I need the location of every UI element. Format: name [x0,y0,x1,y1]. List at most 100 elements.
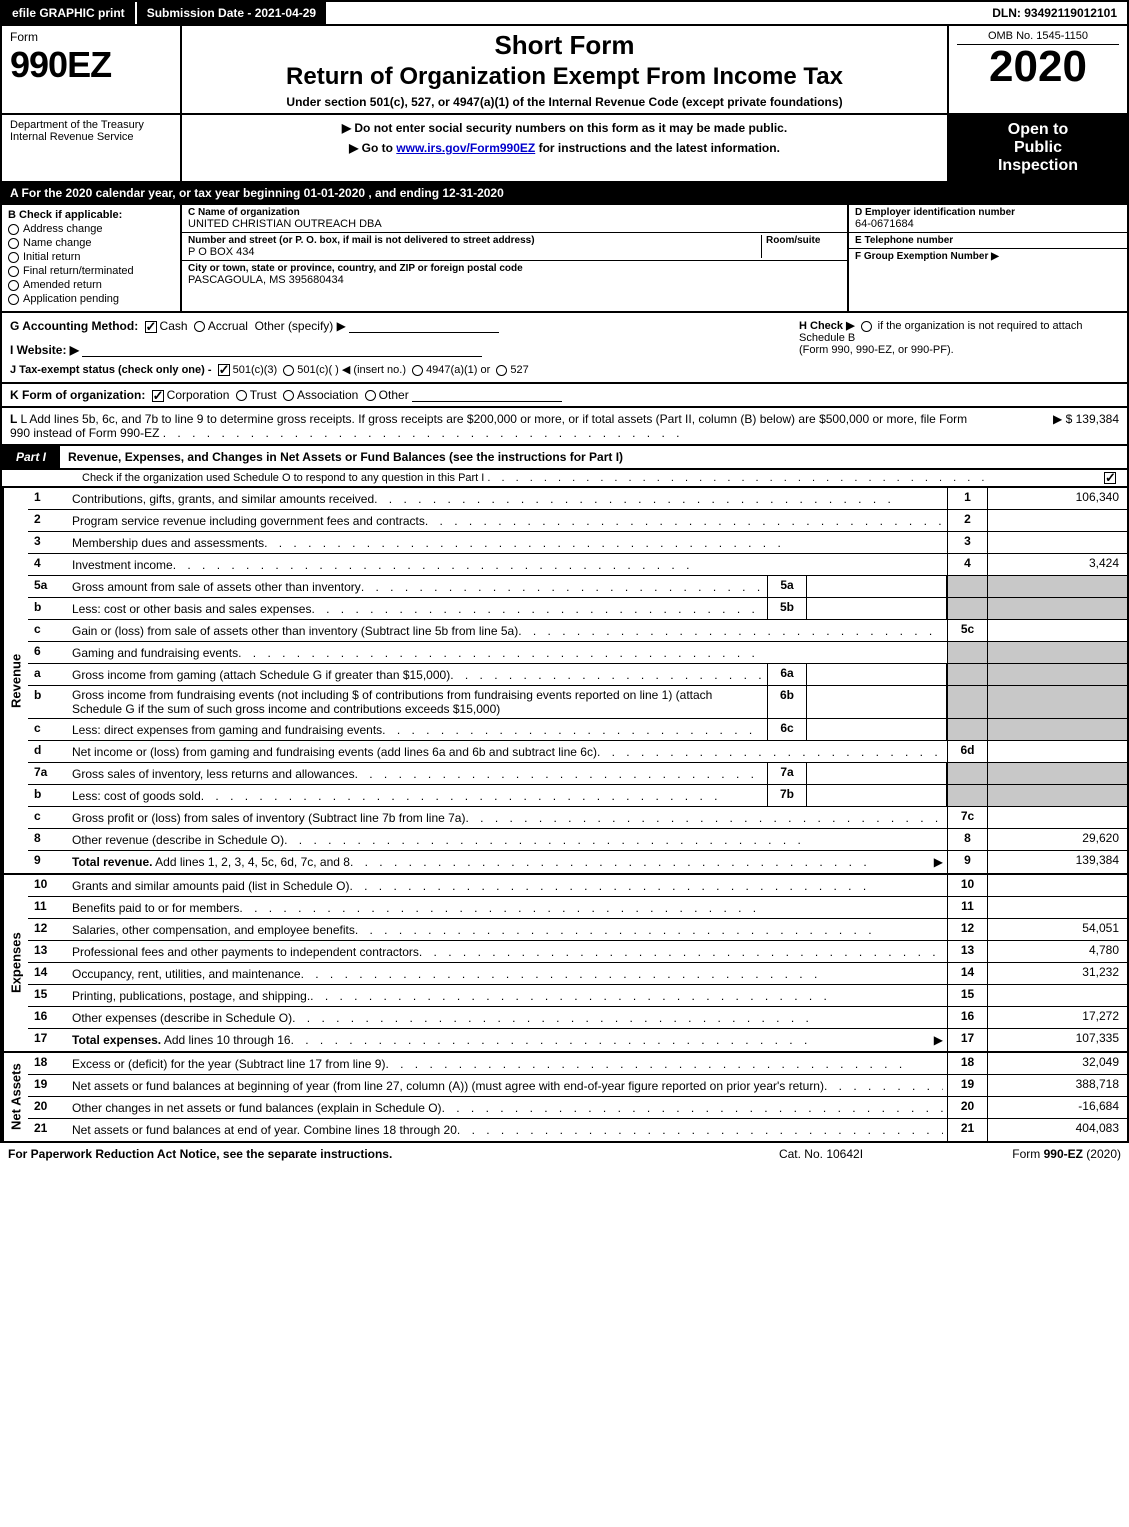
form-header: Form 990EZ Short Form Return of Organiza… [0,26,1129,115]
accounting-row: G Accounting Method: Cash Accrual Other … [0,313,1129,384]
form-line-a: aGross income from gaming (attach Schedu… [28,664,1127,686]
dots: . . . . . . . . . . . . . . . . . . . . … [355,923,943,937]
result-val: 4,780 [987,941,1127,962]
form-line-17: 17Total expenses. Add lines 10 through 1… [28,1029,1127,1051]
chk-address-change[interactable] [8,224,19,235]
line-num: 12 [28,919,68,940]
tax-period: A For the 2020 calendar year, or tax yea… [0,183,1129,205]
result-val: 31,232 [987,963,1127,984]
efile-print-button[interactable]: efile GRAPHIC print [2,2,137,24]
other-specify-input[interactable] [349,319,499,333]
chk-cash[interactable] [145,321,157,333]
chk-initial-return[interactable] [8,252,19,263]
chk-other[interactable] [365,390,376,401]
chk-527[interactable] [496,365,507,376]
h-text-3: (Form 990, 990-EZ, or 990-PF). [799,344,954,356]
sub-line-num: 7a [767,763,807,784]
chk-schedule-o[interactable] [1104,472,1116,484]
line-desc: Other revenue (describe in Schedule O). … [68,829,947,850]
irs-link[interactable]: www.irs.gov/Form990EZ [396,141,535,155]
line-desc: Net assets or fund balances at beginning… [68,1075,947,1096]
sub-line-val [807,785,947,806]
group-exempt-label: F Group Exemption Number ▶ [855,251,1121,262]
dots: . . . . . . . . . . . . . . . . . . . . … [173,558,943,572]
line-num: 14 [28,963,68,984]
line-num: 11 [28,897,68,918]
dots: . . . . . . . . . . . . . . . . . . . . … [239,901,943,915]
dept-line-2: Internal Revenue Service [10,131,172,143]
chk-accrual[interactable] [194,321,205,332]
part-1-tab: Part I [2,446,60,468]
dots: . . . . . . . . . . . . . . . . . . . . … [385,1057,943,1071]
form-number-box: Form 990EZ [2,26,182,113]
line-desc: Program service revenue including govern… [68,510,947,531]
line-desc: Gaming and fundraising events. . . . . .… [68,642,947,663]
chk-name-change[interactable] [8,238,19,249]
form-subtitle: Under section 501(c), 527, or 4947(a)(1)… [190,95,939,109]
chk-corporation[interactable] [152,390,164,402]
cash-label: Cash [160,319,188,333]
form-line-2: 2Program service revenue including gover… [28,510,1127,532]
form-line-8: 8Other revenue (describe in Schedule O).… [28,829,1127,851]
line-num: 16 [28,1007,68,1028]
opt-final-return: Final return/terminated [23,265,134,277]
form-line-b: bGross income from fundraising events (n… [28,686,1127,719]
k-other-input[interactable] [412,388,562,402]
result-num: 20 [947,1097,987,1118]
result-num: 7c [947,807,987,828]
line-num: 2 [28,510,68,531]
chk-app-pending[interactable] [8,294,19,305]
form-line-15: 15Printing, publications, postage, and s… [28,985,1127,1007]
line-num: a [28,664,68,685]
chk-4947[interactable] [412,365,423,376]
line-num: d [28,741,68,762]
form-line-7a: 7aGross sales of inventory, less returns… [28,763,1127,785]
gray-cell [947,576,987,597]
chk-501c[interactable] [283,365,294,376]
sub-line-num: 6a [767,664,807,685]
line-desc: Gross profit or (loss) from sales of inv… [68,807,947,828]
line-desc: Other expenses (describe in Schedule O).… [68,1007,947,1028]
chk-final-return[interactable] [8,266,19,277]
result-num: 17 [947,1029,987,1051]
expenses-side-label: Expenses [2,875,28,1051]
result-num: 5c [947,620,987,641]
line-num: 10 [28,875,68,896]
chk-schedule-b[interactable] [861,321,872,332]
chk-501c3[interactable] [218,364,230,376]
chk-association[interactable] [283,390,294,401]
form-line-4: 4Investment income. . . . . . . . . . . … [28,554,1127,576]
form-line-11: 11Benefits paid to or for members. . . .… [28,897,1127,919]
form-line-9: 9Total revenue. Add lines 1, 2, 3, 4, 5c… [28,851,1127,873]
gray-cell [947,598,987,619]
k-corp: Corporation [167,388,230,402]
warning-text: ▶ Do not enter social security numbers o… [190,121,939,135]
result-num: 4 [947,554,987,575]
footer-left: For Paperwork Reduction Act Notice, see … [8,1147,721,1161]
street-label: Number and street (or P. O. box, if mail… [188,235,761,246]
form-line-c: cLess: direct expenses from gaming and f… [28,719,1127,741]
chk-trust[interactable] [236,390,247,401]
chk-amended[interactable] [8,280,19,291]
result-val [987,807,1127,828]
row-l: L L Add lines 5b, 6c, and 7b to line 9 t… [0,408,1129,446]
result-val [987,620,1127,641]
dots: . . . . . . . . . . . . . . . . . . . . … [374,492,943,506]
dots: . . . . . . . . . . . . . . . . . . . . … [264,536,943,550]
line-num: 1 [28,488,68,509]
line-num: 9 [28,851,68,873]
revenue-table: Revenue 1Contributions, gifts, grants, a… [0,488,1129,875]
l-dots: . . . . . . . . . . . . . . . . . . . . … [163,426,684,440]
line-num: 8 [28,829,68,850]
phone-label: E Telephone number [855,235,1121,246]
i-label: I Website: ▶ [10,343,79,357]
form-line-13: 13Professional fees and other payments t… [28,941,1127,963]
opt-address-change: Address change [23,223,103,235]
result-val: 29,620 [987,829,1127,850]
dots: . . . . . . . . . . . . . . . . . . . . … [310,989,943,1003]
form-line-c: cGross profit or (loss) from sales of in… [28,807,1127,829]
form-line-3: 3Membership dues and assessments. . . . … [28,532,1127,554]
form-line-16: 16Other expenses (describe in Schedule O… [28,1007,1127,1029]
website-input[interactable] [82,343,482,357]
dots: . . . . . . . . . . . . . . . . . . . . … [284,833,943,847]
